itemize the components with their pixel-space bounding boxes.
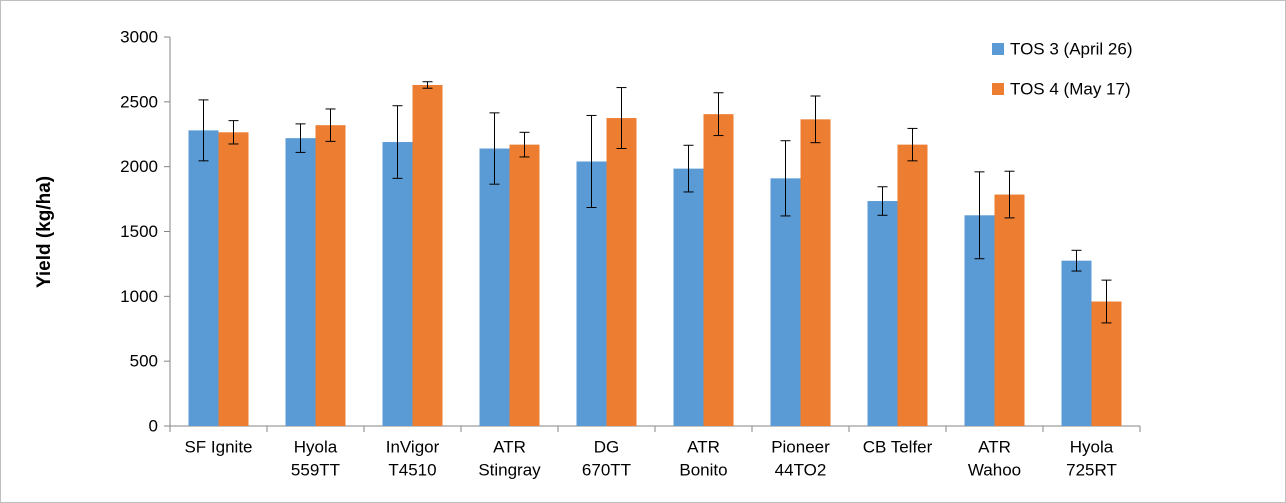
bar bbox=[800, 119, 831, 427]
error-bar bbox=[1071, 249, 1082, 272]
x-tick-label: Wahoo bbox=[968, 460, 1021, 479]
error-bar bbox=[519, 131, 530, 158]
error-bar bbox=[489, 112, 500, 185]
error-bar bbox=[877, 186, 888, 216]
error-bar bbox=[228, 120, 239, 145]
bar bbox=[188, 130, 219, 427]
x-tick-label: SF Ignite bbox=[184, 437, 252, 456]
bar bbox=[994, 194, 1025, 426]
error-bar bbox=[683, 144, 694, 193]
bar bbox=[770, 178, 801, 426]
error-bar bbox=[616, 87, 627, 150]
error-bar bbox=[780, 140, 791, 217]
x-tick-label: 559TT bbox=[291, 460, 340, 479]
x-tick-label: InVigor bbox=[386, 437, 440, 456]
error-bar bbox=[1004, 170, 1015, 219]
error-bar bbox=[422, 81, 433, 89]
x-tick-label: Hyola bbox=[294, 437, 338, 456]
error-bar bbox=[974, 171, 985, 260]
x-tick-label: DG bbox=[594, 437, 620, 456]
bar bbox=[285, 138, 316, 426]
bar bbox=[703, 114, 734, 426]
bar bbox=[509, 144, 540, 426]
y-tick-label: 2500 bbox=[120, 92, 158, 111]
legend-label: TOS 4 (May 17) bbox=[1010, 79, 1131, 98]
x-tick-label: ATR bbox=[978, 437, 1011, 456]
error-bar bbox=[325, 108, 336, 142]
error-bar bbox=[295, 123, 306, 153]
error-bar bbox=[198, 99, 209, 162]
x-tick-label: Pioneer bbox=[771, 437, 830, 456]
x-tick-label: 670TT bbox=[582, 460, 631, 479]
bar bbox=[897, 144, 928, 426]
x-tick-label: 44TO2 bbox=[775, 460, 827, 479]
error-bar bbox=[713, 92, 724, 137]
bar bbox=[218, 132, 249, 426]
legend-swatch bbox=[992, 43, 1004, 55]
legend-swatch bbox=[992, 83, 1004, 95]
y-tick-label: 1500 bbox=[120, 222, 158, 241]
error-bar bbox=[810, 95, 821, 144]
x-tick-label: Hyola bbox=[1070, 437, 1114, 456]
error-bar bbox=[392, 105, 403, 179]
bar bbox=[673, 168, 704, 426]
bar bbox=[606, 118, 637, 427]
y-tick-label: 1000 bbox=[120, 287, 158, 306]
y-tick-label: 2000 bbox=[120, 157, 158, 176]
bar bbox=[382, 142, 413, 426]
y-axis-title: Yield (kg/ha) bbox=[34, 176, 55, 288]
bar bbox=[315, 125, 346, 426]
error-bar bbox=[1101, 279, 1112, 324]
legend-label: TOS 3 (April 26) bbox=[1010, 39, 1133, 58]
x-tick-label: Stingray bbox=[478, 460, 541, 479]
x-tick-label: CB Telfer bbox=[863, 437, 933, 456]
y-tick-label: 0 bbox=[149, 416, 158, 435]
x-tick-label: 725RT bbox=[1066, 460, 1117, 479]
bar bbox=[412, 84, 443, 426]
x-tick-label: ATR bbox=[687, 437, 720, 456]
y-tick-label: 3000 bbox=[120, 27, 158, 46]
x-tick-label: T4510 bbox=[388, 460, 436, 479]
bar bbox=[867, 201, 898, 426]
y-tick-label: 500 bbox=[130, 352, 158, 371]
error-bar bbox=[907, 127, 918, 162]
error-bar bbox=[586, 114, 597, 209]
x-tick-label: ATR bbox=[493, 437, 526, 456]
bar bbox=[479, 148, 510, 426]
x-tick-label: Bonito bbox=[679, 460, 727, 479]
bar bbox=[1061, 260, 1092, 426]
